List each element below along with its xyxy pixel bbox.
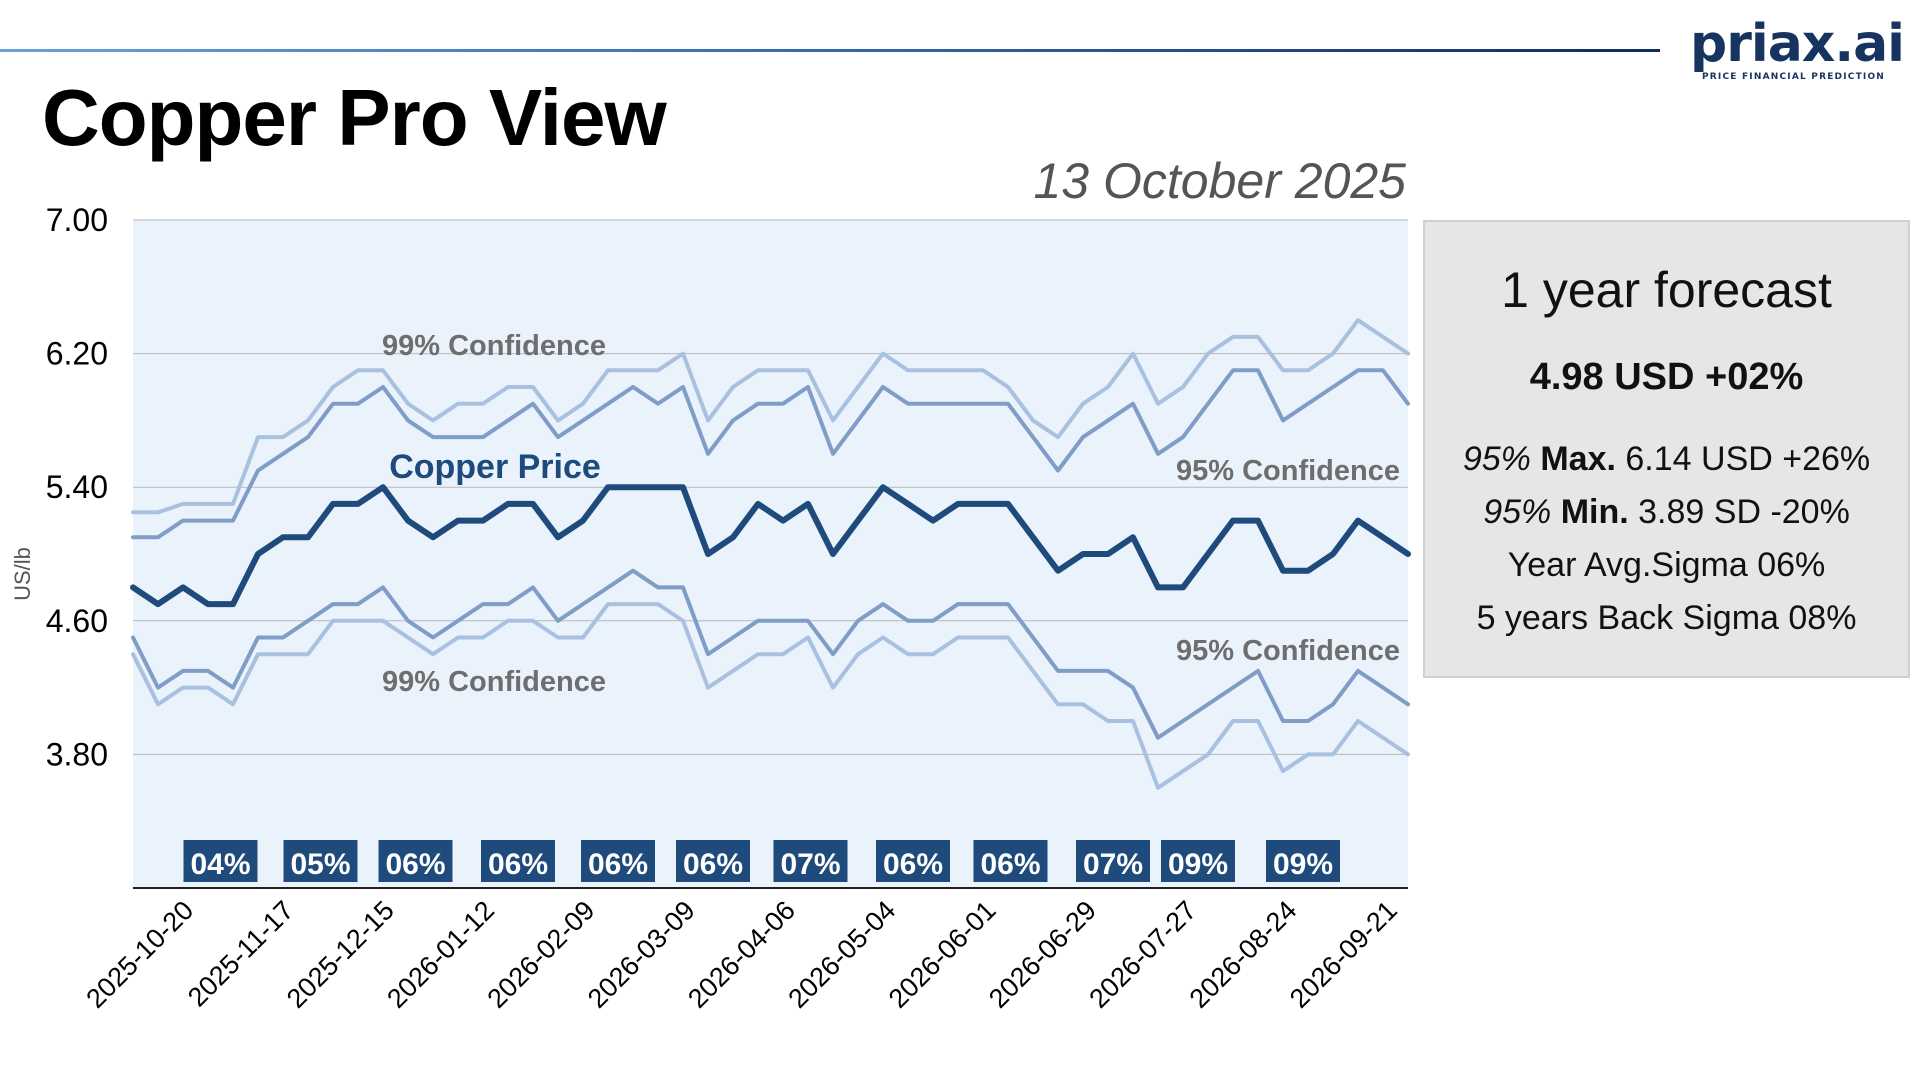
- forecast-max-label: Max.: [1540, 440, 1616, 478]
- x-tick-label: 2026-07-27: [1083, 895, 1202, 1014]
- sigma-box: [481, 840, 555, 882]
- annotation-copper-price: Copper Price: [389, 448, 601, 486]
- sigma-box-label: 06%: [385, 848, 445, 881]
- sigma-box-label: 06%: [883, 848, 943, 881]
- annotation-lower-95: 95% Confidence: [1176, 635, 1400, 667]
- sigma-box-label: 06%: [683, 848, 743, 881]
- series-line-upper95: [131, 368, 1410, 540]
- sigma-box-label: 05%: [290, 848, 350, 881]
- x-tick-label: 2026-01-12: [381, 895, 500, 1014]
- page-title: Copper Pro View: [42, 73, 667, 162]
- sigma-box: [283, 840, 358, 882]
- sigma-box: [973, 840, 1048, 882]
- sigma-box-label: 09%: [1168, 848, 1228, 881]
- brand-tagline: PRICE FINANCIAL PREDICTION: [1702, 72, 1886, 82]
- forecast-max-pct: 95%: [1462, 440, 1531, 478]
- brand-logo: priax.ai PRICE FINANCIAL PREDICTION: [1690, 14, 1905, 84]
- annotation-upper-95: 95% Confidence: [1176, 455, 1400, 487]
- sigma-box-label: 09%: [1273, 848, 1333, 881]
- x-tick-label: 2026-08-24: [1184, 895, 1303, 1014]
- forecast-year-avg: Year Avg.Sigma 06%: [1507, 546, 1826, 584]
- forecast-min-value: 3.89 SD -20%: [1638, 493, 1850, 531]
- series-line-lower99: [131, 602, 1410, 790]
- forecast-panel: 1 year forecast 4.98 USD +02% 95% Max. 6…: [1423, 220, 1910, 678]
- annotation-lower-99: 99% Confidence: [382, 666, 606, 698]
- x-tick-label: 2026-06-01: [883, 895, 1002, 1014]
- forecast-max-value: 6.14 USD +26%: [1625, 440, 1871, 478]
- sigma-box: [676, 840, 750, 882]
- forecast-panel-title: 1 year forecast: [1501, 262, 1832, 318]
- sigma-box: [183, 840, 258, 882]
- sigma-box-label: 04%: [190, 848, 250, 881]
- sigma-box-label: 06%: [980, 848, 1040, 881]
- y-axis-label: US/lb: [10, 547, 35, 601]
- y-tick-label: 5.40: [46, 469, 108, 505]
- x-tick-label: 2026-05-04: [782, 895, 901, 1014]
- report-date: 13 October 2025: [1033, 153, 1407, 209]
- plot-area: [133, 220, 1408, 888]
- series-line-price: [130, 484, 1411, 608]
- forecast-max-row: 95% Max. 6.14 USD +26%: [1425, 438, 1908, 480]
- forecast-value: 4.98 USD +02%: [1529, 356, 1804, 398]
- x-tick-label: 2026-04-06: [682, 895, 801, 1014]
- series-line-upper99: [131, 318, 1410, 515]
- x-tick-label: 2026-09-21: [1284, 895, 1403, 1014]
- y-tick-label: 3.80: [46, 736, 108, 772]
- y-tick-label: 6.20: [46, 336, 108, 372]
- sigma-box: [1076, 840, 1150, 882]
- sigma-box: [773, 840, 848, 882]
- annotation-upper-99: 99% Confidence: [382, 330, 606, 362]
- y-tick-label: 7.00: [46, 202, 108, 238]
- forecast-min-label: Min.: [1560, 493, 1629, 531]
- forecast-back-sigma: 5 years Back Sigma 08%: [1476, 599, 1857, 637]
- header-rule: [0, 49, 1660, 52]
- sigma-box-label: 07%: [1083, 848, 1143, 881]
- x-tick-label: 2025-12-15: [281, 895, 400, 1014]
- sigma-box: [1266, 840, 1340, 882]
- sigma-box-label: 07%: [780, 848, 840, 881]
- x-tick-label: 2026-03-09: [582, 895, 701, 1014]
- sigma-box-label: 06%: [588, 848, 648, 881]
- x-tick-label: 2026-06-29: [983, 895, 1102, 1014]
- x-tick-label: 2026-02-09: [482, 895, 601, 1014]
- brand-name: priax.ai: [1690, 14, 1905, 74]
- x-tick-label: 2025-10-20: [80, 895, 199, 1014]
- sigma-box: [876, 840, 950, 882]
- sigma-box: [378, 840, 453, 882]
- sigma-box: [581, 840, 655, 882]
- y-tick-label: 4.60: [46, 603, 108, 639]
- forecast-min-pct: 95%: [1483, 493, 1552, 531]
- sigma-box: [1161, 840, 1235, 882]
- series-line-lower95: [131, 568, 1410, 740]
- forecast-min-row: 95% Min. 3.89 SD -20%: [1425, 491, 1908, 533]
- sigma-box-label: 06%: [488, 848, 548, 881]
